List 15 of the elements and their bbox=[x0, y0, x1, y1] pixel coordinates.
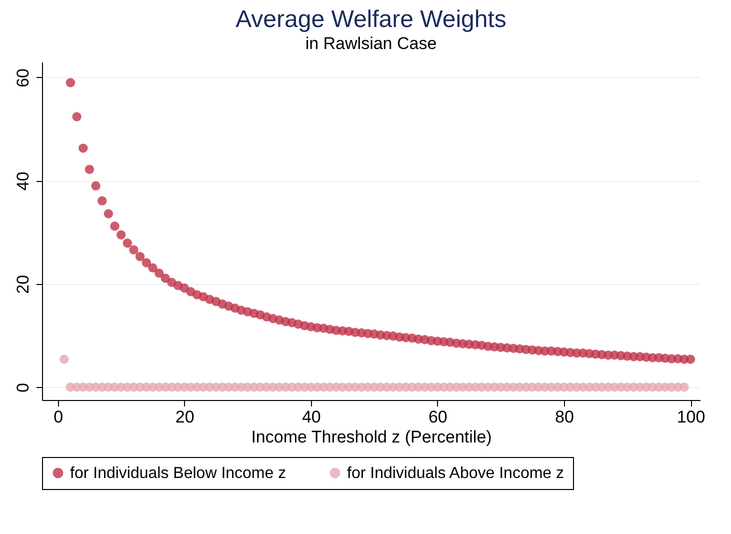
y-tick-label: 60 bbox=[14, 68, 32, 88]
x-tick-label: 20 bbox=[175, 408, 194, 426]
x-tick-label: 80 bbox=[555, 408, 574, 426]
y-tick-label: 40 bbox=[14, 172, 32, 191]
x-tick-label: 0 bbox=[54, 408, 64, 426]
x-tick-label: 100 bbox=[676, 408, 706, 426]
chart-title: Average Welfare Weights bbox=[236, 6, 506, 33]
chart-subtitle: in Rawlsian Case bbox=[305, 34, 437, 53]
legend-label: for Individuals Above Income z bbox=[347, 465, 564, 482]
x-axis-title: Income Threshold z (Percentile) bbox=[251, 428, 492, 446]
y-tick-label: 20 bbox=[14, 274, 32, 294]
legend-label: for Individuals Below Income z bbox=[70, 465, 286, 482]
x-tick-label: 60 bbox=[428, 408, 448, 426]
x-tick-label: 40 bbox=[302, 408, 321, 426]
y-tick-label: 0 bbox=[14, 382, 32, 392]
